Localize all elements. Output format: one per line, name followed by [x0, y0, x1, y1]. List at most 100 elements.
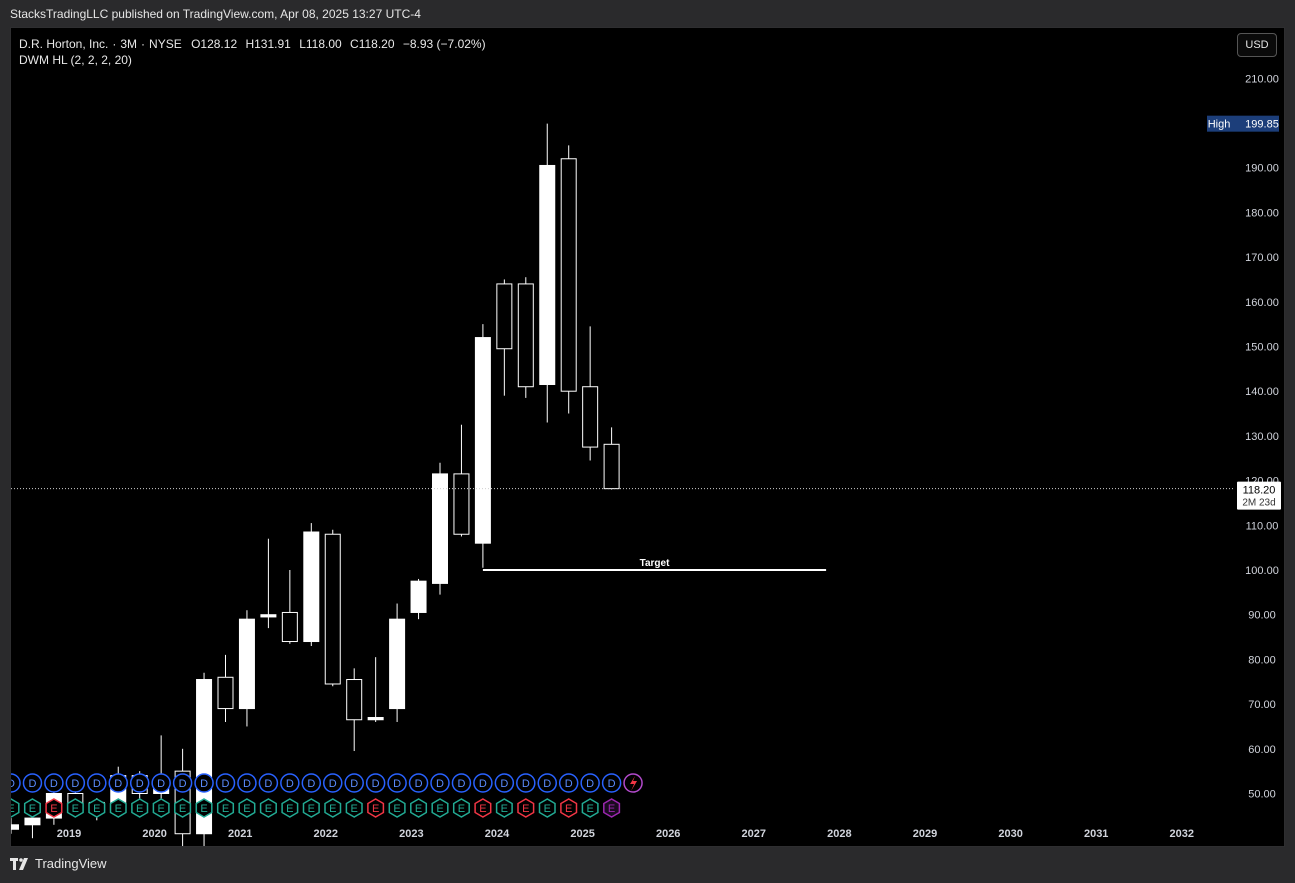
earnings-marker-label: E: [157, 803, 164, 815]
footer-brand-label: TradingView: [35, 856, 107, 871]
earnings-marker-label: E: [501, 803, 508, 815]
high-badge-label: High: [1208, 119, 1231, 131]
earnings-marker: E: [474, 798, 492, 818]
earnings-marker: E: [259, 798, 277, 818]
earnings-marker: E: [517, 798, 535, 818]
earnings-marker-label: E: [50, 803, 57, 815]
dividend-marker: D: [344, 773, 364, 793]
earnings-marker-label: E: [93, 803, 100, 815]
y-axis-label: 210.00: [1245, 73, 1279, 85]
candle-body: [24, 817, 41, 826]
earnings-marker-label: E: [200, 803, 207, 815]
currency-button[interactable]: USD: [1237, 33, 1277, 57]
y-axis-label: 70.00: [1248, 699, 1276, 711]
candle: [367, 657, 384, 722]
dividend-marker-label: D: [415, 778, 423, 790]
candle: [560, 145, 577, 414]
earnings-marker: E: [431, 798, 449, 818]
dividend-marker: D: [301, 773, 322, 793]
candle-body: [367, 717, 384, 721]
dividend-marker-label: D: [565, 778, 573, 790]
earnings-marker: E: [410, 798, 428, 818]
footer-brand[interactable]: TradingView: [10, 856, 107, 871]
candlestick-chart[interactable]: 50.0060.0070.0080.0090.00100.00110.00120…: [11, 28, 1285, 847]
dividend-marker: D: [494, 773, 515, 793]
dividend-marker: D: [172, 773, 193, 793]
dividend-marker: D: [451, 773, 472, 793]
legend-close: C118.20: [350, 37, 395, 51]
candle-body: [603, 443, 620, 490]
earnings-marker: E: [45, 798, 63, 818]
candle-body: [410, 580, 427, 613]
candle: [474, 324, 491, 568]
high-badge-bg: [1207, 115, 1279, 132]
candle: [153, 735, 170, 807]
dividend-marker-label: D: [157, 778, 165, 790]
dividend-marker: D: [280, 773, 300, 793]
earnings-marker-label: E: [136, 803, 143, 815]
earnings-marker-label: E: [11, 803, 15, 815]
dividend-marker: D: [87, 773, 107, 793]
dividend-marker-label: D: [436, 778, 444, 790]
dividend-marker: D: [108, 773, 128, 793]
earnings-marker-label: E: [544, 803, 551, 815]
publish-info: StacksTradingLLC published on TradingVie…: [10, 7, 421, 21]
legend-exchange: NYSE: [149, 37, 182, 51]
candle: [603, 427, 620, 490]
legend-indicator[interactable]: DWM HL (2, 2, 2, 20): [19, 53, 132, 67]
high-badge: High 199.85: [1207, 115, 1279, 132]
dividend-marker-label: D: [93, 778, 101, 790]
legend-interval[interactable]: 3M: [120, 37, 138, 51]
earnings-marker: E: [388, 798, 406, 818]
candle: [196, 672, 213, 846]
y-axis-label: 60.00: [1248, 744, 1276, 756]
legend-symbol[interactable]: D.R. Horton, Inc.: [19, 37, 109, 51]
earnings-marker-label: E: [393, 803, 400, 815]
chart-legend: D.R. Horton, Inc. · 3M · NYSE O128.12 H131.9…: [19, 36, 491, 68]
x-axis-label: 2020: [142, 828, 166, 840]
dividend-marker-label: D: [200, 778, 208, 790]
earnings-marker-label: E: [222, 803, 229, 815]
plot-area: [11, 123, 827, 846]
candle: [238, 610, 255, 727]
earnings-marker-label: E: [586, 803, 593, 815]
y-axis-label: 80.00: [1248, 654, 1276, 666]
dividend-marker: D: [44, 773, 64, 793]
earnings-marker: E: [131, 798, 149, 818]
chart-pane[interactable]: 50.00 60.00 70.00 80.00 90.00 100.00 110.00 120…: [10, 27, 1285, 847]
candle-body: [582, 386, 599, 448]
dividend-marker-label: D: [350, 778, 358, 790]
earnings-marker: E: [11, 798, 20, 818]
dividend-marker: D: [258, 773, 279, 793]
earnings-marker: E: [324, 798, 342, 818]
candle-body: [303, 531, 320, 643]
high-badge-value: 199.85: [1245, 119, 1279, 131]
dividend-marker-label: D: [586, 778, 594, 790]
x-axis-label: 2032: [1170, 828, 1194, 840]
y-axis-label: 90.00: [1248, 610, 1276, 622]
candle: [324, 529, 341, 687]
earnings-marker: E: [152, 798, 170, 818]
candle-body: [432, 473, 448, 584]
earnings-marker: E: [452, 798, 470, 818]
candle-body: [217, 676, 234, 710]
candle: [582, 326, 599, 461]
earnings-marker: E: [538, 798, 556, 818]
candle-body: [389, 618, 406, 710]
earnings-marker-label: E: [415, 803, 422, 815]
dividend-marker: D: [323, 773, 343, 793]
dividend-marker: D: [194, 773, 214, 793]
candle: [517, 277, 534, 398]
dividend-marker-label: D: [28, 778, 36, 790]
dividend-marker-label: D: [136, 778, 144, 790]
earnings-marker: E: [560, 798, 578, 818]
earnings-marker-label: E: [608, 803, 615, 815]
dividend-marker-label: D: [372, 778, 380, 790]
dividend-marker-label: D: [179, 778, 187, 790]
x-axis-label: 2021: [228, 828, 252, 840]
dividend-marker-label: D: [500, 778, 508, 790]
candle: [11, 818, 19, 834]
dividend-marker: D: [215, 773, 236, 793]
earnings-marker-label: E: [179, 803, 186, 815]
dividend-marker-label: D: [522, 778, 530, 790]
